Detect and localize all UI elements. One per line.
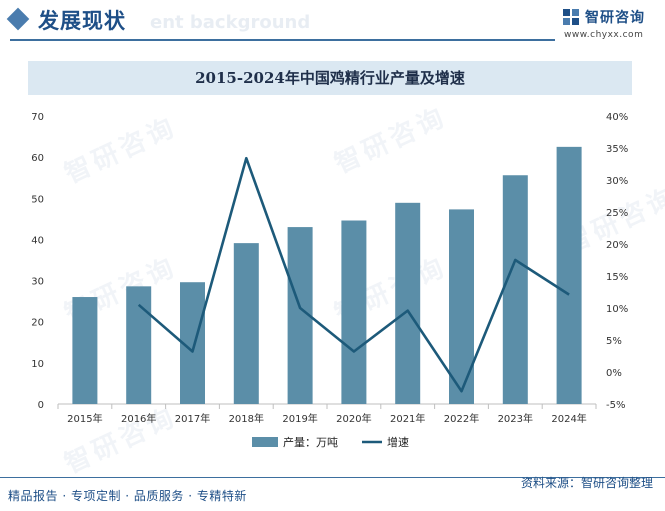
- left-axis-tick: 50: [31, 194, 44, 205]
- x-axis-tick-label: 2022年: [444, 412, 479, 425]
- x-axis-tick-label: 2020年: [336, 412, 371, 425]
- chart-title-band: 2015-2024年中国鸡精行业产量及增速: [28, 61, 632, 95]
- diamond-icon: [6, 7, 30, 31]
- bar: [556, 146, 582, 404]
- logo-url: www.chyxx.com: [564, 30, 644, 40]
- logo-icon: [563, 9, 579, 25]
- bar: [502, 175, 528, 404]
- legend-line-label: 增速: [387, 435, 409, 449]
- left-axis-tick: 10: [31, 359, 44, 370]
- bar: [449, 209, 474, 404]
- right-axis-tick: 5%: [606, 336, 622, 347]
- bar: [126, 286, 152, 404]
- left-axis-tick: 70: [31, 112, 44, 123]
- bar: [72, 297, 98, 404]
- bar: [233, 243, 259, 404]
- background-ghost-text: ent background: [150, 12, 311, 33]
- x-axis-tick-label: 2017年: [175, 412, 210, 425]
- legend-bar-swatch: [252, 437, 278, 447]
- right-axis-tick: 40%: [606, 112, 628, 123]
- bar: [341, 220, 367, 404]
- header-divider: [10, 39, 555, 41]
- footer-divider: [0, 477, 665, 478]
- left-axis-tick: 40: [31, 235, 44, 246]
- x-axis-tick-label: 2016年: [121, 412, 156, 425]
- growth-rate-line: [137, 156, 570, 393]
- right-axis-tick: 20%: [606, 240, 628, 251]
- x-axis-tick-label: 2024年: [551, 412, 586, 425]
- left-axis-tick: 0: [38, 400, 44, 411]
- right-axis-tick: 10%: [606, 304, 628, 315]
- left-axis-tick: 20: [31, 318, 44, 329]
- right-axis-tick: -5%: [606, 400, 625, 411]
- right-axis-tick: 0%: [606, 368, 622, 379]
- right-axis-tick: 35%: [606, 144, 628, 155]
- left-axis-tick: 60: [31, 153, 44, 164]
- x-axis-tick-label: 2019年: [282, 412, 317, 425]
- right-axis-tick: 25%: [606, 208, 628, 219]
- combo-chart: 0 10 20 30 40 50 60 70 -5% 0% 5% 10% 15% 20% 25% 30% 35%…: [31, 112, 628, 449]
- right-axis-tick: 15%: [606, 272, 628, 283]
- logo-name: 智研咨询: [585, 10, 645, 26]
- footer-slogan: 精品报告 · 专项定制 · 品质服务 · 专精特新: [8, 489, 247, 503]
- x-axis-tick-label: 2015年: [67, 412, 102, 425]
- x-axis-tick-label: 2023年: [498, 412, 533, 425]
- source-note: 资料来源：智研咨询整理: [520, 476, 653, 490]
- header: 发展现状 ent background 智研咨询 www.chyxx.com: [0, 0, 665, 44]
- bar: [395, 202, 421, 404]
- legend-bar-label: 产量：万吨: [283, 435, 338, 449]
- x-axis-tick-label: 2021年: [390, 412, 425, 425]
- x-axis-tick-label: 2018年: [229, 412, 264, 425]
- right-axis-tick: 30%: [606, 176, 628, 187]
- chart-title: 2015-2024年中国鸡精行业产量及增速: [195, 69, 465, 87]
- left-axis-tick: 30: [31, 277, 44, 288]
- section-title: 发展现状: [38, 9, 126, 33]
